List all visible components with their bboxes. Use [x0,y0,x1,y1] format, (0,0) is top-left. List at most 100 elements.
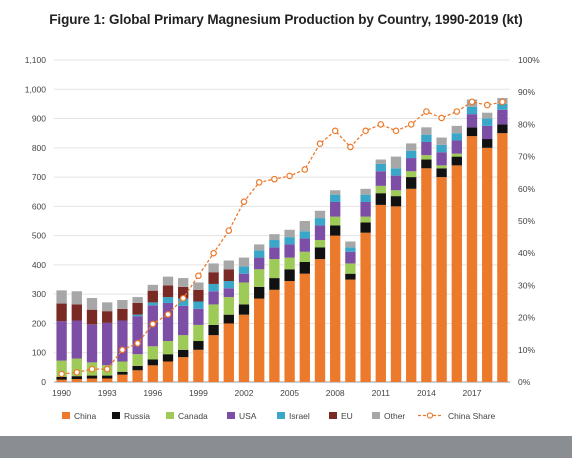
bar-other [56,290,67,304]
y2-tick-label: 100% [518,55,540,65]
bar-usa [86,324,98,363]
china-share-point [271,175,278,183]
x-tick-label: 2011 [372,388,391,398]
bar-usa [102,322,113,366]
bar-usa [406,158,417,172]
bar-russia [117,371,128,375]
bar-israel [330,194,341,202]
bar-usa [132,316,143,355]
china-share-point [240,198,248,205]
china-share-point [483,101,491,109]
y2-tick-label: 30% [518,280,535,290]
bar-other [360,188,371,195]
bar-eu [102,311,113,323]
legend-swatch-russia [112,412,120,419]
bar-israel [132,314,143,317]
china-share-point [149,320,157,328]
bar-russia [178,349,189,358]
bar-other [102,302,113,312]
y-tick-label: 600 [32,201,46,211]
bar-usa [375,171,386,186]
bar-israel [178,298,189,306]
legend-swatch-eu [329,412,337,419]
bar-other [482,112,493,119]
bar-other [86,297,98,310]
bar-israel [162,297,174,303]
x-tick-label: 2014 [417,388,436,398]
china-share-point [134,340,141,347]
china-share-point [58,370,65,378]
bar-canada [451,153,462,157]
bar-china [86,378,98,382]
y-tick-label: 1,100 [25,55,47,65]
bar-china [375,204,386,382]
legend-label: Israel [289,411,310,421]
y2-tick-label: 90% [518,87,535,97]
bar-israel [421,134,432,142]
bar-china [497,133,508,382]
x-tick-label: 1999 [189,388,208,398]
y-tick-label: 400 [32,260,46,270]
bar-russia [330,225,341,236]
bar-usa [208,291,219,305]
bar-russia [223,314,234,324]
bar-canada [147,346,158,360]
y2-tick-label: 40% [518,248,535,258]
china-share-point [392,127,400,135]
bar-israel [147,302,158,306]
china-share-point [119,346,126,354]
bar-other [254,244,265,251]
bar-eu [56,303,67,322]
bar-china [330,235,341,382]
bar-canada [360,216,371,223]
y-tick-label: 1,000 [25,84,47,94]
bar-usa [345,251,356,264]
bar-israel [193,301,204,309]
china-share-point [225,227,233,234]
bar-canada [390,190,402,197]
bar-eu [86,309,98,325]
legend-label: China Share [448,411,496,421]
bar-israel [223,281,234,289]
bar-canada [330,216,341,226]
bar-israel [466,106,478,115]
bar-israel [208,283,219,292]
bar-russia [238,304,250,315]
bar-israel [390,168,402,176]
bar-russia [421,159,432,169]
y-tick-label: 700 [32,172,46,182]
bar-other [390,156,402,169]
bar-russia [314,247,326,260]
bar-eu [193,289,204,302]
bar-eu [71,304,82,321]
bar-other [117,300,128,309]
bar-china [482,147,493,382]
bar-usa [193,308,204,325]
legend-label: Russia [124,411,150,421]
bar-china [71,379,82,382]
bar-russia [284,269,295,282]
bar-china [390,206,402,382]
bar-usa [254,257,265,270]
china-share-point [377,121,385,128]
bar-israel [314,218,326,226]
china-share-point [210,249,217,257]
bar-china [436,177,447,382]
bar-russia [406,177,417,189]
bar-usa [284,244,295,258]
bar-other [406,143,417,151]
china-share-point [362,127,369,135]
y2-tick-label: 50% [518,216,535,226]
bar-russia [208,324,219,336]
bar-usa [269,247,280,260]
china-share-point [468,98,476,106]
legend-label: China [74,411,96,421]
china-share-point [179,294,187,302]
bar-canada [132,354,143,366]
legend-label: EU [341,411,353,421]
footer-bar [0,436,572,458]
bar-other [193,282,204,290]
bar-usa [162,302,174,342]
bar-eu [162,285,174,298]
